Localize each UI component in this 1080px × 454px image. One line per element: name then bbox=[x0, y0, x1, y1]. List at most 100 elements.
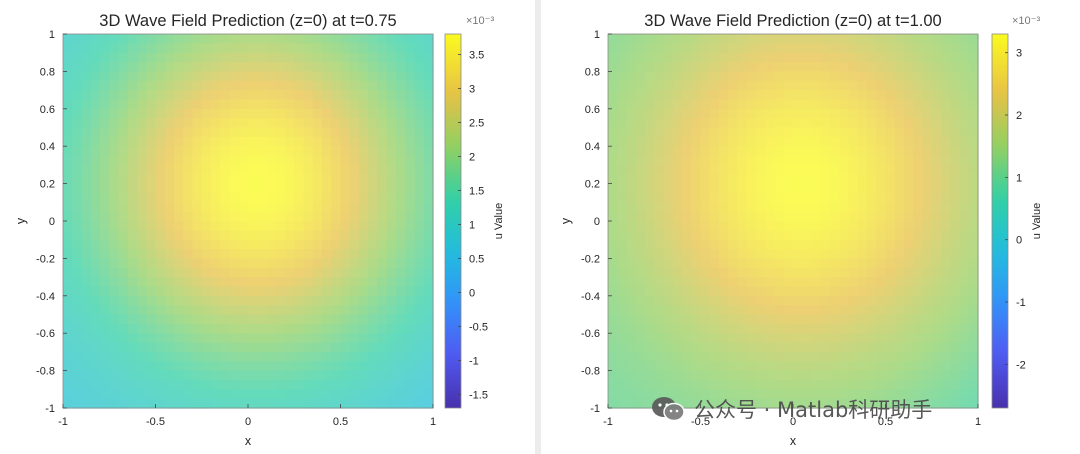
heat-cell bbox=[672, 183, 683, 194]
heat-cell bbox=[793, 258, 803, 269]
heat-cell bbox=[275, 379, 286, 390]
heat-cell bbox=[294, 267, 305, 278]
heat-cell bbox=[820, 323, 831, 334]
heat-cell bbox=[820, 314, 831, 325]
heat-cell bbox=[285, 90, 295, 101]
heat-cell bbox=[931, 351, 942, 362]
heat-cell bbox=[414, 155, 425, 166]
heat-cell bbox=[294, 351, 305, 362]
heatmap-chart-t100: 3D Wave Field Prediction (z=0) at t=1.00… bbox=[559, 12, 1043, 448]
heat-cell bbox=[349, 361, 360, 372]
heat-cell bbox=[146, 258, 157, 269]
heat-cell bbox=[765, 99, 776, 110]
heat-cell bbox=[645, 90, 655, 101]
heat-cell bbox=[127, 351, 138, 362]
heat-cell bbox=[774, 379, 785, 390]
heat-cell bbox=[820, 361, 831, 372]
heat-cell bbox=[617, 286, 628, 297]
heat-cell bbox=[913, 34, 924, 44]
heat-cell bbox=[183, 71, 194, 82]
heat-cell bbox=[672, 99, 683, 110]
heat-cell bbox=[331, 164, 342, 175]
heat-cell bbox=[913, 398, 924, 409]
heat-cell bbox=[959, 43, 970, 54]
heat-cell bbox=[322, 258, 332, 269]
heat-cell bbox=[654, 249, 665, 259]
heat-cell bbox=[192, 277, 203, 288]
heat-cell bbox=[63, 34, 73, 44]
heat-cell bbox=[820, 183, 831, 194]
heat-cell bbox=[238, 249, 249, 259]
heat-cell bbox=[340, 277, 351, 288]
heat-cell bbox=[331, 62, 342, 72]
heat-cell bbox=[756, 136, 766, 147]
heat-cell bbox=[894, 239, 905, 250]
heat-cell bbox=[802, 323, 813, 334]
heat-cell bbox=[765, 127, 776, 138]
heat-cell bbox=[174, 80, 184, 91]
heat-cell bbox=[183, 155, 194, 166]
x-tick-label: 0 bbox=[245, 416, 251, 428]
heat-cell bbox=[922, 361, 933, 372]
heat-cell bbox=[839, 305, 850, 316]
heat-cell bbox=[682, 80, 692, 91]
heat-cell bbox=[155, 239, 166, 250]
heat-cell bbox=[81, 99, 92, 110]
heat-cell bbox=[820, 286, 831, 297]
heat-cell bbox=[645, 333, 655, 344]
heat-cell bbox=[913, 249, 924, 259]
heat-cell bbox=[700, 351, 711, 362]
heat-cell bbox=[377, 249, 388, 259]
heat-cell bbox=[765, 90, 776, 101]
heat-cell bbox=[811, 155, 822, 166]
heat-cell bbox=[322, 333, 332, 344]
heat-cell bbox=[811, 118, 822, 129]
heat-cell bbox=[303, 249, 314, 259]
heat-cell bbox=[811, 62, 822, 72]
heat-cell bbox=[164, 155, 175, 166]
heat-cell bbox=[229, 305, 240, 316]
heat-cell bbox=[220, 118, 231, 129]
heat-cell bbox=[885, 379, 896, 390]
heat-cell bbox=[783, 183, 794, 194]
heat-cell bbox=[765, 361, 776, 372]
heat-cell bbox=[876, 192, 887, 203]
heat-cell bbox=[423, 351, 434, 362]
heat-cell bbox=[63, 333, 73, 344]
heat-cell bbox=[876, 314, 887, 325]
heat-cell bbox=[72, 62, 83, 72]
heat-cell bbox=[238, 230, 249, 241]
heat-cell bbox=[275, 192, 286, 203]
heat-cell bbox=[617, 127, 628, 138]
heat-cell bbox=[617, 361, 628, 372]
heat-cell bbox=[746, 71, 757, 82]
heat-cell bbox=[691, 174, 702, 185]
heat-cell bbox=[100, 277, 110, 288]
heat-cell bbox=[349, 398, 360, 409]
heat-cell bbox=[312, 361, 323, 372]
heat-cell bbox=[950, 80, 961, 91]
heat-cell bbox=[331, 277, 342, 288]
heat-cell bbox=[192, 249, 203, 259]
heat-cell bbox=[830, 52, 840, 63]
heat-cell bbox=[820, 174, 831, 185]
heat-cell bbox=[414, 351, 425, 362]
heat-cell bbox=[857, 277, 868, 288]
heat-cell bbox=[774, 71, 785, 82]
heat-cell bbox=[876, 258, 887, 269]
heat-cell bbox=[386, 267, 397, 278]
heat-cell bbox=[257, 249, 268, 259]
heat-cell bbox=[137, 192, 147, 203]
heat-cell bbox=[876, 277, 887, 288]
heat-cell bbox=[340, 398, 351, 409]
heat-cell bbox=[211, 342, 221, 353]
heat-cell bbox=[645, 277, 655, 288]
heat-cell bbox=[405, 370, 416, 381]
heat-cell bbox=[672, 258, 683, 269]
heat-cell bbox=[811, 323, 822, 334]
heat-cell bbox=[340, 43, 351, 54]
heat-cell bbox=[63, 202, 73, 213]
y-tick-label: 1 bbox=[594, 29, 600, 41]
heat-cell bbox=[127, 118, 138, 129]
heat-cell bbox=[811, 295, 822, 306]
